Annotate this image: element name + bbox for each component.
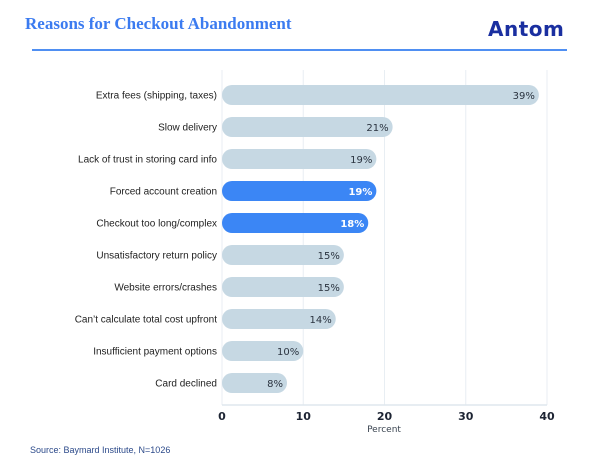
bar-value-label: 15%	[318, 251, 340, 262]
category-label: Lack of trust in storing card info	[78, 155, 217, 166]
bar	[222, 245, 344, 265]
bar	[222, 85, 539, 105]
bar	[222, 309, 336, 329]
bar-value-label: 19%	[348, 187, 372, 198]
x-axis-label: Percent	[367, 425, 401, 435]
bar	[222, 149, 377, 169]
bar-value-label: 19%	[350, 155, 372, 166]
category-label: Insufficient payment options	[93, 347, 217, 358]
header-divider	[32, 49, 567, 51]
bar-value-label: 21%	[366, 123, 388, 134]
x-tick-label: 10	[296, 410, 312, 423]
bars: 39% 21% 19% 19% 18% 15% 15% 14% 10% 8%	[222, 85, 539, 393]
category-label: Can’t calculate total cost upfront	[75, 315, 218, 326]
bar-value-label: 10%	[277, 347, 299, 358]
category-label: Slow delivery	[158, 123, 217, 134]
bar	[222, 213, 369, 233]
category-label: Checkout too long/complex	[96, 219, 217, 230]
source-note: Source: Baymard Institute, N=1026	[30, 445, 171, 455]
category-label: Card declined	[155, 379, 217, 390]
antom-logo: Antom	[488, 17, 565, 41]
x-tick-label: 30	[458, 410, 474, 423]
category-label: Website errors/crashes	[114, 283, 217, 294]
bar	[222, 373, 287, 393]
category-label: Unsatisfactory return policy	[96, 251, 217, 262]
bar	[222, 117, 393, 137]
bar-value-label: 8%	[267, 379, 283, 390]
x-tick-label: 0	[218, 410, 226, 423]
category-label: Extra fees (shipping, taxes)	[96, 91, 217, 102]
bar-value-label: 39%	[513, 91, 535, 102]
bar-value-label: 14%	[310, 315, 332, 326]
category-labels: Extra fees (shipping, taxes) Slow deliver…	[75, 91, 218, 390]
bar-value-label: 18%	[340, 219, 364, 230]
bar-value-label: 15%	[318, 283, 340, 294]
x-tick-label: 20	[377, 410, 393, 423]
bar	[222, 341, 304, 361]
category-label: Forced account creation	[110, 187, 217, 198]
bar	[222, 277, 344, 297]
x-tick-label: 40	[539, 410, 555, 423]
bar	[222, 181, 377, 201]
chart-title: Reasons for Checkout Abandonment	[25, 14, 292, 33]
x-tick-labels: 0 10 20 30 40	[218, 410, 555, 423]
